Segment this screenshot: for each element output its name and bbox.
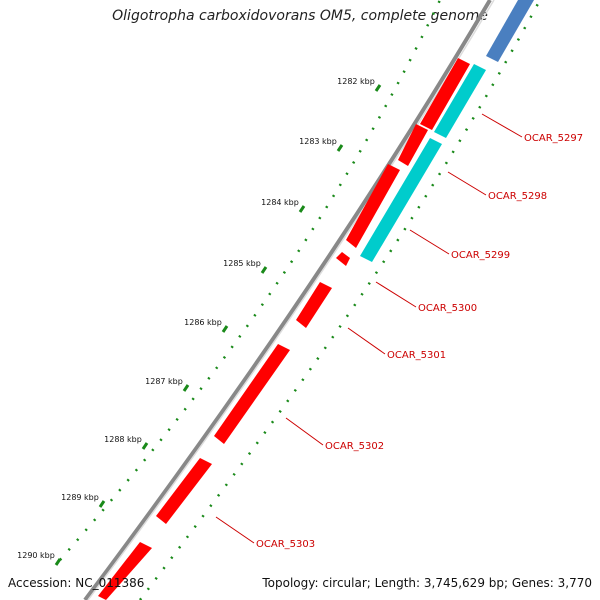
cds-reverse-ocar-5297: [434, 64, 486, 138]
map-title: Oligotropha carboxidovorans OM5, complet…: [112, 8, 488, 24]
cds-forward-ocar-5302: [214, 344, 290, 444]
gene-leader-ocar-5302: [285, 417, 324, 446]
ruler-label-1283: 1283 kbp: [299, 137, 337, 146]
gene-label-ocar-5298: OCAR_5298: [488, 191, 547, 202]
cds-forward-ocar-5297: [420, 58, 470, 130]
ruler-tick-1288: [141, 442, 149, 450]
gene-label-ocar-5300: OCAR_5300: [418, 303, 477, 314]
outer-dotted-track: [59, 0, 442, 561]
gene-label-ocar-5303: OCAR_5303: [256, 539, 315, 550]
ruler-labels: 1282 kbp 1283 kbp 1284 kbp 1285 kbp 1286 kbp…: [17, 77, 382, 566]
outer-tick-track: [59, 0, 442, 561]
ruler-tick-1287: [182, 384, 190, 392]
ruler-label-1287: 1287 kbp: [145, 377, 183, 386]
gene-leader-ocar-5297: [481, 113, 523, 138]
cds-forward-ocar-5298: [398, 124, 428, 166]
gene-leader-ocar-5298: [447, 171, 487, 196]
ruler-tick-1282: [374, 84, 382, 92]
ruler-label-1289: 1289 kbp: [61, 493, 99, 502]
cds-forward-ocar-5301: [296, 282, 332, 328]
gene-leader-ocar-5299: [409, 229, 450, 255]
ruler-tick-1286: [221, 325, 229, 333]
inner-dotted-track: [139, 0, 542, 600]
accession-text: Accession: NC_011386: [8, 576, 145, 590]
gene-label-ocar-5299: OCAR_5299: [451, 250, 510, 261]
gene-label-ocar-5302: OCAR_5302: [325, 441, 384, 452]
ruler-label-1290: 1290 kbp: [17, 551, 55, 560]
ruler-label-1288: 1288 kbp: [104, 435, 142, 444]
ruler-tick-1289: [98, 500, 106, 508]
ruler-tick-1283: [336, 144, 344, 152]
cds-forward-ocar-5299: [346, 164, 400, 248]
cds-forward-bottom: [98, 542, 152, 600]
ruler-label-1286: 1286 kbp: [184, 318, 222, 327]
gene-label-ocar-5297: OCAR_5297: [524, 133, 583, 144]
forward-strand-track: [98, 58, 470, 600]
gene-label-ocar-5301: OCAR_5301: [387, 350, 446, 361]
gene-leader-ocar-5300: [375, 281, 417, 308]
genome-backbone: [83, 0, 492, 600]
ruler-tick-1285: [260, 266, 268, 274]
genome-summary-text: Topology: circular; Length: 3,745,629 bp…: [262, 576, 592, 590]
cds-forward-ocar-5300: [336, 252, 350, 266]
ruler-label-1284: 1284 kbp: [261, 198, 299, 207]
gene-leader-ocar-5303: [215, 516, 255, 544]
ruler-tick-1284: [298, 205, 306, 213]
gene-leader-ocar-5301: [347, 327, 386, 355]
ruler-tick-1290: [54, 558, 62, 566]
feature-blue-block: [486, 0, 534, 62]
cds-reverse-ocar-5299: [360, 138, 442, 262]
gene-labels: OCAR_5297 OCAR_5298 OCAR_5299 OCAR_5300 OCAR…: [215, 113, 583, 550]
ruler-label-1285: 1285 kbp: [223, 259, 261, 268]
inner-tick-track: [139, 0, 542, 600]
genome-backbone-highlight: [87, 0, 495, 600]
reverse-strand-track: [360, 64, 486, 262]
cds-forward-ocar-5303: [156, 458, 212, 524]
ruler-label-1282: 1282 kbp: [337, 77, 375, 86]
